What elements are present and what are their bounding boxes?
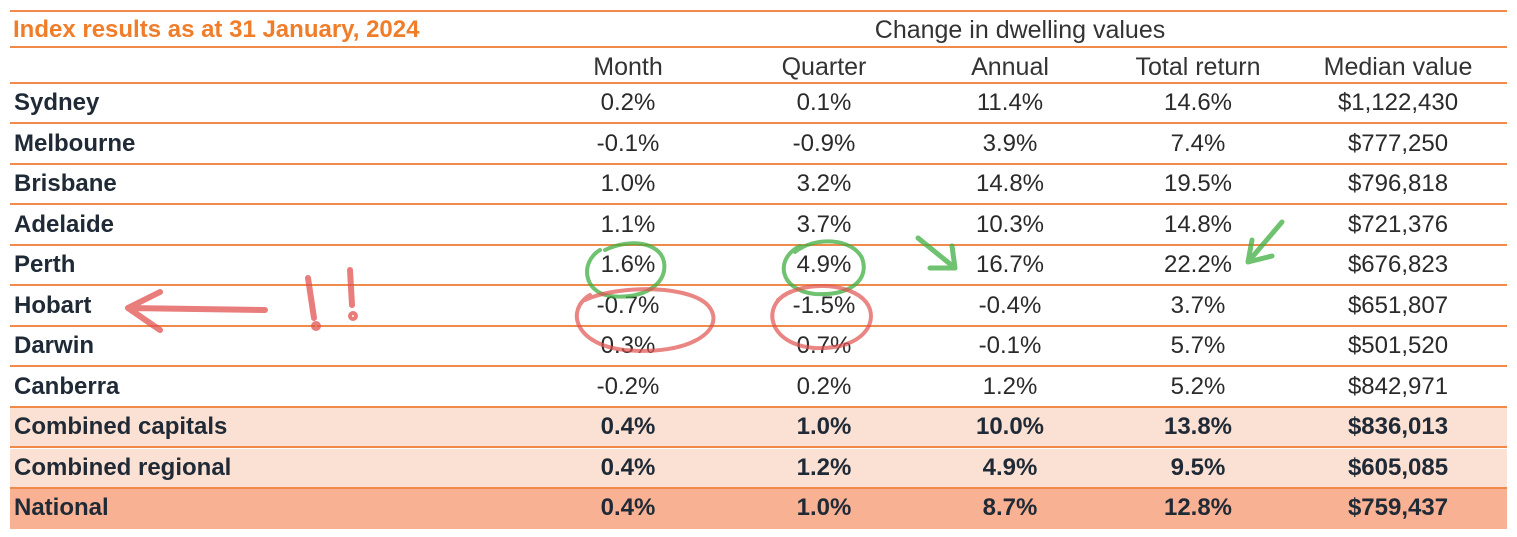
column-header-total-return: Total return <box>1135 53 1261 81</box>
table-cell: $605,085 <box>1347 453 1449 481</box>
column-header-median-value: Median value <box>1323 53 1473 81</box>
table-cell: 0.4% <box>600 494 656 521</box>
table-cell: 0.2% <box>796 372 852 400</box>
table-cell: 14.8% <box>975 170 1045 197</box>
table-cell: -0.9% <box>792 129 856 157</box>
table-cell: -0.2% <box>596 372 660 400</box>
table-cell: $1,122,430 <box>1337 89 1459 116</box>
table-cell: $796,818 <box>1347 170 1449 197</box>
table-cell: 0.2% <box>600 89 656 116</box>
table-cell: 13.8% <box>1163 413 1233 440</box>
table-cell: 4.9% <box>982 453 1038 481</box>
table-cell: 0.1% <box>796 89 852 116</box>
table-cell: $842,971 <box>1347 372 1449 400</box>
table-cell: $721,376 <box>1347 210 1449 238</box>
table-cell: 0.3% <box>600 332 656 359</box>
column-header-annual: Annual <box>971 53 1049 81</box>
group-header: Change in dwelling values <box>874 16 1166 44</box>
table-cell: 1.6% <box>600 251 656 278</box>
table-row: Sydney 0.2% 0.1% 11.4% 14.6% $1,122,430 <box>10 84 1507 124</box>
table-cell: 11.4% <box>976 89 1044 116</box>
header-rule <box>10 46 1507 48</box>
table-cell: 12.8% <box>1163 494 1233 521</box>
table-cell: -1.5% <box>792 291 856 319</box>
table-row: Adelaide 1.1% 3.7% 10.3% 14.8% $721,376 <box>10 206 1507 246</box>
table-cell: 1.0% <box>600 170 656 197</box>
table-cell: 7.4% <box>1170 129 1226 157</box>
row-label: Melbourne <box>14 129 136 157</box>
table-cell: $501,520 <box>1347 332 1449 359</box>
table-cell: 1.1% <box>600 210 656 238</box>
column-header-quarter: Quarter <box>781 53 867 81</box>
table-cell: 1.2% <box>796 453 852 481</box>
table-row: Combined regional 0.4% 1.2% 4.9% 9.5% $605,08… <box>10 448 1507 489</box>
table-cell: 0.4% <box>600 413 656 440</box>
table-cell: -0.7% <box>596 291 660 319</box>
table-cell: $651,807 <box>1347 291 1449 319</box>
table-cell: 14.6% <box>1163 89 1233 116</box>
table-cell: $836,013 <box>1347 413 1449 440</box>
row-label: Sydney <box>14 89 100 116</box>
table-cell: $777,250 <box>1347 129 1449 157</box>
table-cell: $759,437 <box>1347 494 1449 521</box>
table-cell: 3.7% <box>1170 291 1226 319</box>
table-title: Index results as at 31 January, 2024 <box>13 16 420 43</box>
table-cell: 5.2% <box>1170 372 1226 400</box>
table-cell: 4.9% <box>796 251 852 278</box>
table-cell: 10.3% <box>975 210 1045 238</box>
table-cell: 0.4% <box>600 453 656 481</box>
table-cell: 8.7% <box>982 494 1038 521</box>
table-cell: 19.5% <box>1163 170 1233 197</box>
table-row: Melbourne -0.1% -0.9% 3.9% 7.4% $777,250 <box>10 125 1507 165</box>
table-cell: -0.1% <box>978 332 1042 359</box>
row-label: Darwin <box>14 332 95 359</box>
table-cell: 5.7% <box>1170 332 1226 359</box>
column-header-row: Month Quarter Annual Total return Median… <box>10 48 1507 84</box>
row-label: National <box>14 494 109 521</box>
table-row: Hobart -0.7% -1.5% -0.4% 3.7% $651,807 <box>10 287 1507 327</box>
table-cell: -0.4% <box>978 291 1042 319</box>
column-header-month: Month <box>593 53 663 81</box>
table-cell: 1.0% <box>796 413 852 440</box>
table-cell: 9.5% <box>1170 453 1226 481</box>
table-cell: 22.2% <box>1163 251 1233 278</box>
row-label: Adelaide <box>14 210 115 238</box>
table-row: Darwin 0.3% 0.7% -0.1% 5.7% $501,520 <box>10 327 1507 367</box>
table-row: Canberra -0.2% 0.2% 1.2% 5.2% $842,971 <box>10 368 1507 408</box>
table-cell: 3.9% <box>982 129 1038 157</box>
table-cell: 10.0% <box>975 413 1045 440</box>
table-cell: -0.1% <box>596 129 660 157</box>
table-cell: 3.2% <box>796 170 852 197</box>
row-label: Combined regional <box>14 453 232 481</box>
table-cell: $676,823 <box>1347 251 1449 278</box>
table-row: Perth 1.6% 4.9% 16.7% 22.2% $676,823 <box>10 246 1507 286</box>
table-row: Brisbane 1.0% 3.2% 14.8% 19.5% $796,818 <box>10 165 1507 205</box>
table-row: National 0.4% 1.0% 8.7% 12.8% $759,437 <box>10 489 1507 529</box>
row-label: Combined capitals <box>14 413 228 440</box>
table-cell: 14.8% <box>1163 210 1233 238</box>
row-label: Brisbane <box>14 170 117 197</box>
table-row: Combined capitals 0.4% 1.0% 10.0% 13.8% $836,… <box>10 408 1507 448</box>
table-cell: 1.2% <box>982 372 1038 400</box>
table-cell: 0.7% <box>796 332 852 359</box>
row-label: Canberra <box>14 372 120 400</box>
table-cell: 16.7% <box>975 251 1045 278</box>
table-cell: 1.0% <box>796 494 852 521</box>
row-label: Perth <box>14 251 76 278</box>
table-cell: 3.7% <box>796 210 852 238</box>
top-rule <box>10 10 1507 12</box>
row-label: Hobart <box>14 291 92 319</box>
